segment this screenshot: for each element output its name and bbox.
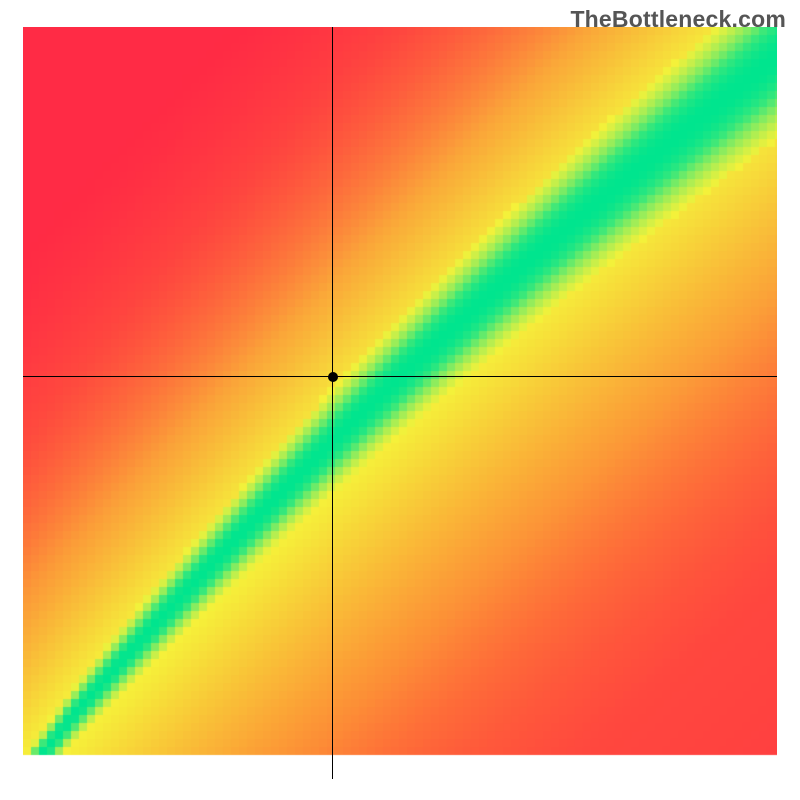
crosshair-horizontal — [23, 376, 777, 377]
crosshair-marker — [328, 372, 338, 382]
heatmap-canvas — [23, 27, 777, 779]
watermark-text: TheBottleneck.com — [570, 6, 786, 33]
heatmap-plot-area — [23, 27, 777, 779]
chart-container: TheBottleneck.com — [0, 0, 800, 800]
crosshair-vertical — [332, 27, 333, 779]
